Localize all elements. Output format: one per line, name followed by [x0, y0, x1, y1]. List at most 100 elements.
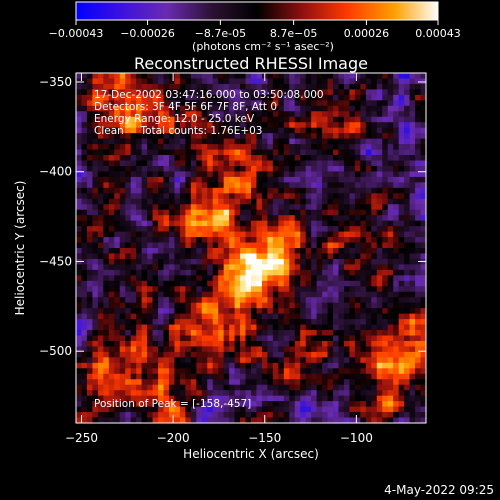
heatmap-cell [218, 412, 224, 418]
heatmap-cell [108, 187, 115, 194]
heatmap-cell [371, 406, 378, 413]
heatmap-cell [207, 198, 214, 205]
heatmap-cell [294, 89, 301, 96]
heatmap-cell [92, 280, 99, 287]
heatmap-cell [179, 171, 186, 178]
heatmap-cell [174, 226, 181, 232]
heatmap-cell [81, 330, 88, 336]
heatmap-cell [404, 346, 410, 353]
heatmap-cell [152, 122, 159, 128]
heatmap-cell [86, 215, 93, 221]
heatmap-cell [234, 193, 241, 200]
heatmap-cell [415, 248, 421, 254]
heatmap-cell [338, 308, 345, 314]
heatmap-cell [190, 291, 197, 298]
heatmap-cell [404, 269, 410, 276]
heatmap-cell [349, 280, 356, 287]
heatmap-cell [218, 275, 224, 282]
heatmap-cell [240, 193, 246, 200]
heatmap-cell [174, 319, 181, 325]
heatmap-cell [114, 242, 121, 249]
heatmap-cell [141, 149, 148, 156]
heatmap-cell [404, 193, 410, 200]
heatmap-cell [365, 379, 372, 386]
heatmap-cell [97, 330, 104, 336]
heatmap-cell [272, 253, 279, 260]
heatmap-cell [404, 187, 410, 194]
heatmap-cell [354, 155, 361, 161]
heatmap-cell [316, 291, 323, 298]
heatmap-cell [130, 144, 137, 150]
heatmap-cell [333, 258, 339, 265]
heatmap-cell [316, 286, 323, 293]
heatmap-cell [114, 319, 121, 325]
heatmap-cell [289, 258, 296, 265]
heatmap-cell [168, 291, 175, 298]
heatmap-cell [360, 373, 367, 380]
heatmap-cell [218, 237, 224, 243]
heatmap-cell [81, 116, 88, 123]
heatmap-cell [371, 330, 378, 336]
heatmap-cell [278, 406, 285, 413]
heatmap-cell [338, 73, 345, 79]
heatmap-cell [420, 280, 426, 287]
heatmap-cell [240, 308, 246, 314]
heatmap-cell [103, 319, 110, 325]
heatmap-cell [163, 275, 170, 282]
heatmap-cell [327, 138, 334, 145]
heatmap-cell [338, 237, 345, 243]
heatmap-cell [311, 89, 317, 96]
heatmap-cell [229, 105, 235, 112]
heatmap-cell [190, 275, 197, 282]
heatmap-cell [272, 193, 279, 200]
heatmap-cell [223, 253, 230, 260]
heatmap-cell [108, 395, 115, 402]
heatmap-cell [349, 149, 356, 156]
heatmap-cell [382, 138, 389, 145]
heatmap-cell [218, 215, 224, 221]
heatmap-cell [256, 330, 263, 336]
heatmap-cell [141, 111, 148, 118]
heatmap-cell [360, 357, 367, 364]
heatmap-cell [393, 412, 399, 418]
heatmap-cell [376, 176, 383, 183]
heatmap-cell [119, 319, 126, 325]
heatmap-cell [294, 406, 301, 413]
heatmap-cell [256, 253, 263, 260]
heatmap-cell [393, 362, 399, 369]
heatmap-cell [349, 390, 356, 396]
heatmap-cell [398, 384, 405, 391]
heatmap-cell [300, 226, 306, 232]
heatmap-cell [256, 231, 263, 238]
heatmap-cell [245, 237, 252, 243]
heatmap-cell [234, 313, 241, 320]
annotation-method: Clean Total counts: 1.76E+03 [94, 125, 263, 137]
heatmap-cell [218, 111, 224, 118]
heatmap-cell [316, 83, 323, 90]
heatmap-cell [420, 275, 426, 282]
heatmap-cell [168, 319, 175, 325]
heatmap-cell [196, 412, 203, 418]
heatmap-cell [234, 297, 241, 303]
heatmap-cell [420, 362, 426, 369]
heatmap-cell [393, 330, 399, 336]
heatmap-cell [119, 237, 126, 243]
heatmap-cell [136, 231, 142, 238]
heatmap-cell [141, 193, 148, 200]
heatmap-cell [152, 275, 159, 282]
heatmap-cell [218, 286, 224, 293]
heatmap-cell [97, 248, 104, 254]
heatmap-cell [136, 248, 142, 254]
heatmap-cell [147, 302, 153, 309]
heatmap-cell [179, 242, 186, 249]
heatmap-cell [147, 324, 153, 331]
heatmap-cell [272, 406, 279, 413]
heatmap-cell [316, 269, 323, 276]
heatmap-cell [333, 253, 339, 260]
heatmap-cell [119, 368, 126, 375]
heatmap-cell [240, 231, 246, 238]
heatmap-cell [343, 122, 350, 128]
heatmap-cell [141, 133, 148, 139]
heatmap-cell [158, 133, 164, 139]
heatmap-cell [201, 105, 208, 112]
